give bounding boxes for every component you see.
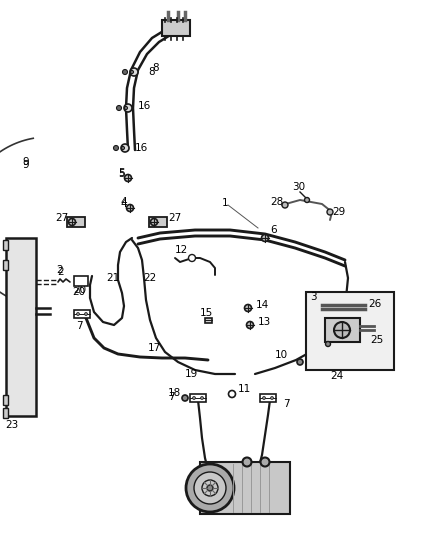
Bar (205, 318, 212, 322)
Text: 5: 5 (118, 169, 125, 179)
Text: 7: 7 (168, 392, 175, 402)
Text: 5: 5 (118, 168, 125, 178)
Bar (74, 310, 90, 318)
Text: 20: 20 (73, 285, 86, 295)
Text: 27: 27 (168, 213, 181, 223)
Circle shape (282, 202, 288, 208)
Circle shape (117, 106, 121, 110)
Bar (6, 238, 36, 416)
Circle shape (207, 485, 213, 491)
Text: 2: 2 (56, 265, 63, 275)
Text: 29: 29 (332, 207, 345, 217)
Circle shape (194, 472, 226, 504)
Text: 13: 13 (258, 317, 271, 327)
Text: 17: 17 (148, 343, 161, 353)
Circle shape (182, 395, 188, 401)
Bar (3, 240, 8, 250)
Circle shape (124, 107, 127, 109)
Circle shape (262, 397, 265, 400)
Text: 23: 23 (5, 420, 18, 430)
Text: 7: 7 (283, 399, 290, 409)
Bar (74, 276, 88, 286)
Bar (3, 395, 8, 405)
Text: 14: 14 (256, 300, 269, 310)
Text: 12: 12 (175, 245, 188, 255)
Text: 10: 10 (275, 350, 288, 360)
Circle shape (297, 359, 303, 365)
Circle shape (271, 397, 273, 400)
Bar (306, 292, 394, 370)
Circle shape (131, 70, 134, 74)
Text: 7: 7 (76, 321, 83, 331)
Circle shape (202, 480, 218, 496)
Text: 24: 24 (330, 371, 343, 381)
Circle shape (247, 321, 254, 328)
Text: 25: 25 (370, 335, 383, 345)
Circle shape (188, 254, 195, 262)
Bar (325, 318, 360, 342)
Circle shape (243, 457, 251, 466)
Bar (67, 217, 85, 227)
Circle shape (334, 322, 350, 338)
Circle shape (121, 144, 129, 152)
Text: 4: 4 (120, 197, 127, 207)
Text: 4: 4 (120, 199, 127, 209)
Bar (162, 20, 190, 36)
Circle shape (261, 235, 268, 241)
Circle shape (186, 464, 234, 512)
Text: 3: 3 (310, 292, 317, 302)
Text: 16: 16 (135, 143, 148, 153)
Text: 26: 26 (368, 299, 381, 309)
Circle shape (124, 174, 131, 182)
Circle shape (151, 219, 158, 225)
Circle shape (304, 198, 310, 203)
Circle shape (123, 69, 127, 75)
Text: 8: 8 (152, 63, 159, 73)
Circle shape (192, 397, 195, 400)
Text: 11: 11 (238, 384, 251, 394)
Text: 9: 9 (22, 157, 28, 167)
Text: 16: 16 (308, 357, 321, 367)
Circle shape (244, 304, 251, 311)
Text: 1: 1 (222, 198, 229, 208)
Text: 16: 16 (138, 101, 151, 111)
Bar (3, 408, 8, 418)
Circle shape (261, 457, 269, 466)
Circle shape (327, 209, 333, 215)
Text: 6: 6 (270, 225, 277, 235)
Text: 22: 22 (143, 273, 156, 283)
Circle shape (229, 391, 236, 398)
Text: 18: 18 (168, 388, 181, 398)
Text: 19: 19 (185, 369, 198, 379)
Circle shape (77, 312, 80, 316)
Text: 2: 2 (57, 267, 64, 277)
Circle shape (85, 312, 88, 316)
Text: 9: 9 (22, 160, 28, 170)
Text: 8: 8 (148, 67, 155, 77)
Bar (260, 394, 276, 402)
Circle shape (127, 205, 134, 212)
Circle shape (130, 68, 138, 76)
Circle shape (68, 219, 75, 225)
Bar (3, 260, 8, 270)
Bar (200, 462, 290, 514)
Text: 27: 27 (55, 213, 68, 223)
Text: 20: 20 (72, 287, 85, 297)
Circle shape (325, 342, 331, 346)
Circle shape (113, 146, 119, 150)
Circle shape (121, 147, 124, 149)
Circle shape (201, 397, 204, 400)
Circle shape (124, 104, 132, 112)
Text: 30: 30 (292, 182, 305, 192)
Bar (149, 217, 167, 227)
Bar (190, 394, 206, 402)
Text: 21: 21 (106, 273, 119, 283)
Text: 15: 15 (200, 308, 213, 318)
Text: 28: 28 (270, 197, 283, 207)
